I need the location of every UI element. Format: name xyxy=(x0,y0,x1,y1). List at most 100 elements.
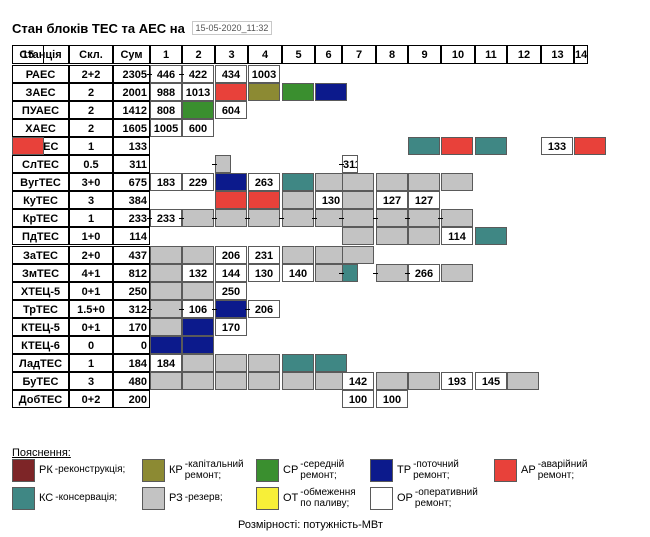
legend-code: РК xyxy=(39,464,53,476)
unit-block-3-rz xyxy=(215,371,247,390)
unit-block-4-ar xyxy=(248,191,280,210)
unit-block-13-or: 133 xyxy=(541,137,573,156)
station-composition: 1.5+0 xyxy=(69,299,113,318)
unit-block-5-rz xyxy=(282,191,314,210)
block-divider-mark xyxy=(179,218,184,220)
unit-block-1-or: 233 xyxy=(150,209,182,228)
header-unit-12: 12 xyxy=(507,45,541,64)
station-sum: 2305 xyxy=(113,65,150,83)
station-sum: 437 xyxy=(113,245,150,264)
header-sum: Сум xyxy=(113,45,150,64)
legend-item-sr: СР -середній ремонт; xyxy=(256,459,344,482)
unit-block-1-rz xyxy=(150,263,182,282)
unit-block-7-or: 142 xyxy=(342,371,374,390)
station-composition: 1 xyxy=(69,137,113,156)
block-divider-mark xyxy=(339,218,344,220)
unit-block-1-or: 988 xyxy=(150,83,182,102)
legend-swatch xyxy=(494,459,517,482)
unit-block-9-or: 127 xyxy=(408,191,440,210)
legend-description: -резерв; xyxy=(185,492,223,503)
unit-block-7-or: 311 xyxy=(342,155,358,174)
unit-block-7-rz xyxy=(342,191,374,210)
legend-description: -обмеження по паливу; xyxy=(300,487,355,509)
unit-block-1-rz xyxy=(150,317,182,336)
unit-block-2-sr xyxy=(182,101,214,120)
header-composition: Скл. xyxy=(69,45,113,64)
unit-block-1-tr xyxy=(150,335,182,354)
station-sum: 184 xyxy=(113,353,150,372)
unit-block-15-ar xyxy=(12,137,44,156)
unit-block-1-rz xyxy=(150,371,182,390)
station-sum: 1605 xyxy=(113,119,150,138)
unit-block-2-tr xyxy=(182,335,214,354)
station-name: ХТЕЦ-5 xyxy=(12,281,69,300)
legend-item-tr: ТР -поточний ремонт; xyxy=(370,459,459,482)
unit-block-7-rz xyxy=(342,227,374,246)
legend-item-kr: КР -капітальний ремонт; xyxy=(142,459,244,482)
legend-item-or: ОР -оперативний ремонт; xyxy=(370,487,478,510)
block-divider-mark xyxy=(179,308,184,310)
unit-block-7-rz xyxy=(342,173,374,192)
unit-block-9-ks xyxy=(408,137,440,156)
legend-swatch xyxy=(12,459,35,482)
station-composition: 0.5 xyxy=(69,155,113,174)
unit-block-3-or: 144 xyxy=(215,263,247,282)
unit-block-2-or: 132 xyxy=(182,263,214,282)
legend-code: КР xyxy=(169,464,183,476)
station-sum: 114 xyxy=(113,227,150,246)
station-name: КТЕЦ-6 xyxy=(12,335,69,354)
unit-block-2-or: 422 xyxy=(182,65,214,83)
header-unit-6: 6 xyxy=(315,45,342,64)
legend-description-line: ремонт; xyxy=(537,470,575,481)
station-sum: 170 xyxy=(113,317,150,336)
header-unit-4: 4 xyxy=(248,45,282,64)
legend-description-line: по паливу; xyxy=(300,498,350,509)
block-divider-mark xyxy=(245,218,250,220)
legend: Пояснення: Розмірності: потужність-МВт Р… xyxy=(12,447,632,535)
unit-block-5-ks xyxy=(282,353,314,372)
unit-block-4-or: 130 xyxy=(248,263,280,282)
legend-swatch xyxy=(142,459,165,482)
timestamp-badge: 15-05-2020_11:32 xyxy=(191,21,273,35)
header-unit-8: 8 xyxy=(376,45,408,64)
station-composition: 2 xyxy=(69,119,113,138)
unit-block-2-rz xyxy=(182,353,214,372)
legend-code: РЗ xyxy=(169,492,183,504)
legend-description-line: ремонт; xyxy=(414,498,452,509)
header-unit-10: 10 xyxy=(441,45,475,64)
station-sum: 311 xyxy=(113,155,150,174)
legend-description-line: -резерв; xyxy=(184,492,223,503)
legend-item-ar: АР -аварійний ремонт; xyxy=(494,459,587,482)
header-unit-3: 3 xyxy=(215,45,248,64)
station-name: ДобТЕС xyxy=(12,389,69,408)
station-name: ЗАЕС xyxy=(12,83,69,102)
unit-block-3-or: 250 xyxy=(215,281,247,300)
unit-block-8-rz xyxy=(376,227,408,246)
unit-block-2-rz xyxy=(182,245,214,264)
unit-block-2-tr xyxy=(182,317,214,336)
station-composition: 4+1 xyxy=(69,263,113,282)
unit-block-7-rz xyxy=(342,245,374,264)
station-name: СлТЕС xyxy=(12,155,69,174)
header-unit-7: 7 xyxy=(342,45,376,64)
legend-description: -поточний ремонт; xyxy=(413,459,459,481)
unit-block-4-rz xyxy=(248,209,280,228)
unit-block-6-ks xyxy=(315,353,347,372)
unit-block-4-rz xyxy=(248,353,280,372)
unit-block-3-or: 604 xyxy=(215,101,247,120)
unit-block-5-rz xyxy=(282,245,314,264)
unit-block-11-ks xyxy=(475,227,507,246)
station-name: ТрТЕС xyxy=(12,299,69,318)
unit-block-4-or: 206 xyxy=(248,299,280,318)
unit-block-3-rz xyxy=(215,353,247,372)
station-name: ЛадТЕС xyxy=(12,353,69,372)
unit-block-1-or: 808 xyxy=(150,101,182,120)
unit-block-8-rz xyxy=(376,173,408,192)
unit-block-5-sr xyxy=(282,83,314,102)
unit-block-11-or: 145 xyxy=(475,371,507,390)
unit-block-8-or: 127 xyxy=(376,191,408,210)
block-divider-mark xyxy=(147,74,152,75)
block-divider-mark xyxy=(312,218,317,220)
block-divider-mark xyxy=(147,308,152,310)
unit-block-10-or: 193 xyxy=(441,371,473,390)
